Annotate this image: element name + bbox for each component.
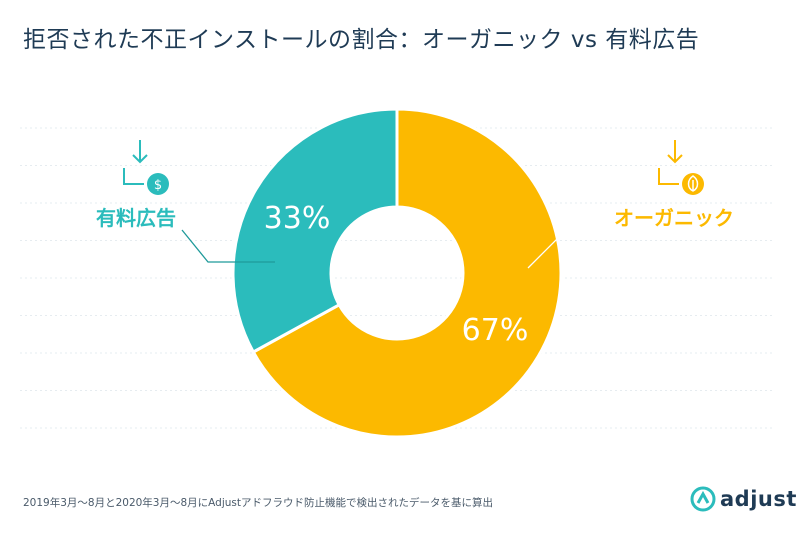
value-label-paid: 33% — [264, 201, 331, 236]
adjust-logo-text: adjust — [720, 487, 797, 511]
svg-text:$: $ — [154, 178, 162, 193]
leader-lines — [181, 217, 608, 269]
legend-label-paid: 有料広告 — [96, 206, 176, 230]
leader-line-paid — [181, 229, 275, 263]
value-labels: 33% 67% — [264, 201, 529, 348]
footnote: 2019年3月〜8月と2020年3月〜8月にAdjustアドフラウド防止機能で検… — [23, 497, 493, 509]
chart-title: 拒否された不正インストールの割合：オーガニック vs 有料広告 — [23, 27, 700, 53]
legend-label-organic: オーガニック — [614, 206, 734, 230]
adjust-logo: adjust — [690, 486, 797, 512]
download-dollar-icon: $ — [123, 140, 169, 195]
slice-organic — [251, 107, 563, 439]
adjust-logo-icon — [690, 486, 716, 512]
donut-slices — [231, 107, 563, 439]
gridlines — [20, 127, 775, 429]
leader-line-organic — [527, 217, 608, 269]
value-label-organic: 67% — [462, 313, 529, 348]
download-leaf-icon — [658, 140, 704, 195]
